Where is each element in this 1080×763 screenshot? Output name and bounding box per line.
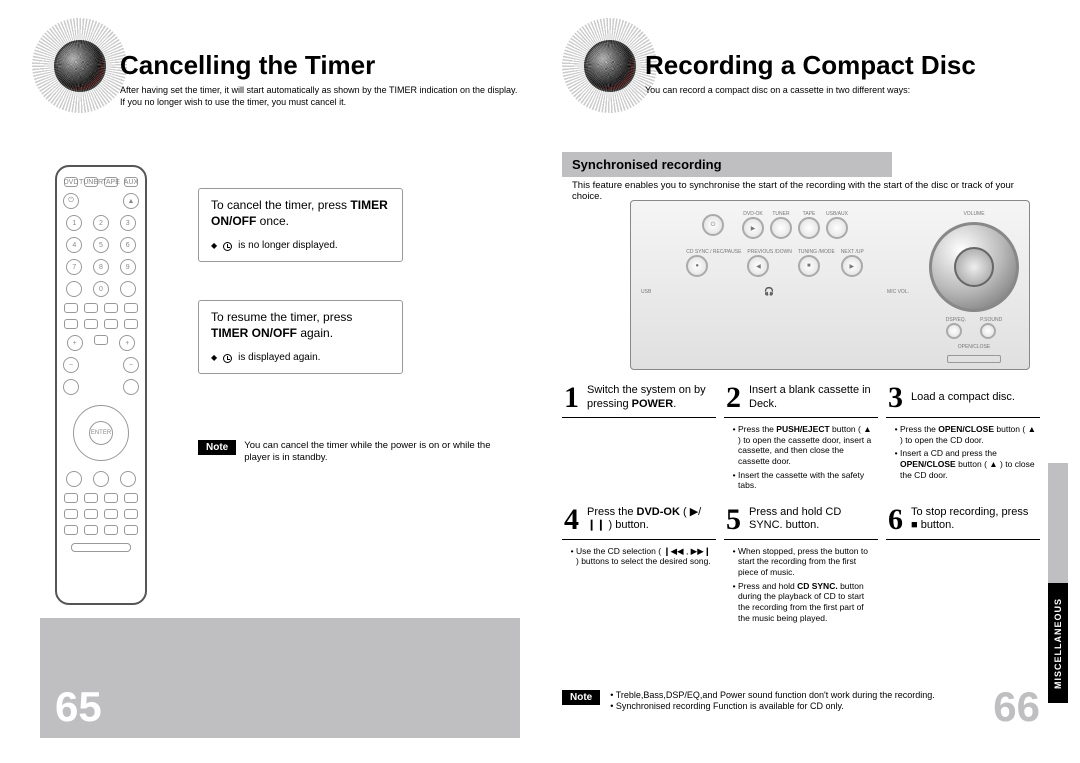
steps-grid: 1 Switch the system on by pressing POWER.…: [562, 380, 1040, 626]
page-number: 65: [55, 683, 102, 731]
volume-knob: [929, 222, 1019, 312]
open-close-btn: [947, 355, 1001, 363]
step-body: Press the OPEN/CLOSE button ( ▲ ) to ope…: [886, 418, 1040, 480]
step-body-item: Press and hold CD SYNC. button during th…: [738, 581, 874, 624]
gray-footer-block: [40, 618, 520, 738]
page-spread: Cancelling the Timer After having set th…: [0, 0, 1080, 763]
step-body-item: Use the CD selection ( ❙◀◀ , ▶▶❙ ) butto…: [576, 546, 712, 567]
section-heading: Synchronised recording: [562, 152, 892, 177]
page-title: Cancelling the Timer: [120, 50, 375, 81]
step-6: 6 To stop recording, press ■ button.: [886, 502, 1040, 626]
step-body: When stopped, press the button to start …: [724, 540, 878, 623]
remote-btn-misc2: [120, 281, 136, 297]
device-power-icon: ⏻: [702, 214, 724, 236]
remote-dpad: ENTER: [73, 405, 129, 461]
remote-btn-aux: AUX: [124, 177, 138, 187]
remote-btn-misc1: [66, 281, 82, 297]
step-title: Load a compact disc.: [911, 391, 1038, 404]
step-number: 6: [888, 506, 903, 533]
note-right: Note • Treble,Bass,DSP/EQ,and Power soun…: [562, 690, 1020, 713]
page-subtitle: You can record a compact disc on a casse…: [645, 85, 1065, 97]
step-body: Press the PUSH/EJECT button ( ▲ ) to ope…: [724, 418, 878, 491]
misc-tab-shadow: [1048, 463, 1068, 583]
step-2: 2 Insert a blank cassette in Deck. Press t…: [724, 380, 878, 494]
step-title: Press and hold CD SYNC. button.: [749, 506, 876, 532]
step-body-item: Press the OPEN/CLOSE button ( ▲ ) to ope…: [900, 424, 1036, 445]
step-title: To stop recording, press ■ button.: [911, 506, 1038, 532]
step-number: 3: [888, 384, 903, 411]
note-line-2: • Synchronised recording Function is ava…: [610, 701, 935, 713]
device-illustration: ⏻ DVD-OK▶ TUNER TAPE USB/AUX CD SYNC / R…: [630, 200, 1030, 370]
step-body-item: Press the PUSH/EJECT button ( ▲ ) to ope…: [738, 424, 874, 467]
step-4: 4 Press the DVD-OK ( ▶/❙❙ ) button. Use th…: [562, 502, 716, 626]
section-desc: This feature enables you to synchronise …: [572, 180, 1040, 202]
step-title: Switch the system on by pressing POWER.: [587, 384, 714, 410]
note-left: Note You can cancel the timer while the …: [198, 440, 508, 465]
step-3: 3 Load a compact disc. Press the OPEN/CLOS…: [886, 380, 1040, 494]
instruction-resume: To resume the timer, press TIMER ON/OFF …: [198, 300, 403, 374]
step-body-item: Insert a CD and press the OPEN/CLOSE but…: [900, 448, 1036, 480]
misc-tab: MISCELLANEOUS: [1048, 583, 1068, 703]
step-number: 1: [564, 384, 579, 411]
instruction-cancel: To cancel the timer, press TIMER ON/OFF …: [198, 188, 403, 262]
remote-btn-open: ▲: [123, 193, 139, 209]
page-65: Cancelling the Timer After having set th…: [0, 0, 540, 763]
page-subtitle: After having set the timer, it will star…: [120, 85, 520, 108]
remote-btn-tape: TAPE: [104, 177, 118, 187]
remote-illustration: DVD TUNER TAPE AUX ⏻▲ 123 456 789 0 ++ −…: [55, 165, 147, 605]
status-displayed: ◆is displayed again.: [211, 351, 392, 365]
step-number: 2: [726, 384, 741, 411]
remote-btn-tuner: TUNER: [84, 177, 98, 187]
remote-btn-power: ⏻: [63, 193, 79, 209]
note-line-1: • Treble,Bass,DSP/EQ,and Power sound fun…: [610, 690, 935, 702]
step-title: Press the DVD-OK ( ▶/❙❙ ) button.: [587, 506, 714, 532]
page-66: Recording a Compact Disc You can record …: [540, 0, 1080, 763]
clock-icon: [223, 242, 232, 251]
clock-icon: [223, 354, 232, 363]
page-title: Recording a Compact Disc: [645, 50, 976, 81]
step-number: 5: [726, 506, 741, 533]
status-not-displayed: ◆is no longer displayed.: [211, 239, 392, 253]
remote-btn-dvd: DVD: [64, 177, 78, 187]
step-body-item: Insert the cassette with the safety tabs…: [738, 470, 874, 491]
page-number: 66: [993, 683, 1040, 731]
step-number: 4: [564, 506, 579, 533]
step-1: 1 Switch the system on by pressing POWER.: [562, 380, 716, 494]
step-body: Use the CD selection ( ❙◀◀ , ▶▶❙ ) butto…: [562, 540, 716, 567]
step-5: 5 Press and hold CD SYNC. button. When sto…: [724, 502, 878, 626]
step-body-item: When stopped, press the button to start …: [738, 546, 874, 578]
speaker-icon: [32, 18, 127, 113]
speaker-icon: [562, 18, 657, 113]
step-title: Insert a blank cassette in Deck.: [749, 384, 876, 410]
